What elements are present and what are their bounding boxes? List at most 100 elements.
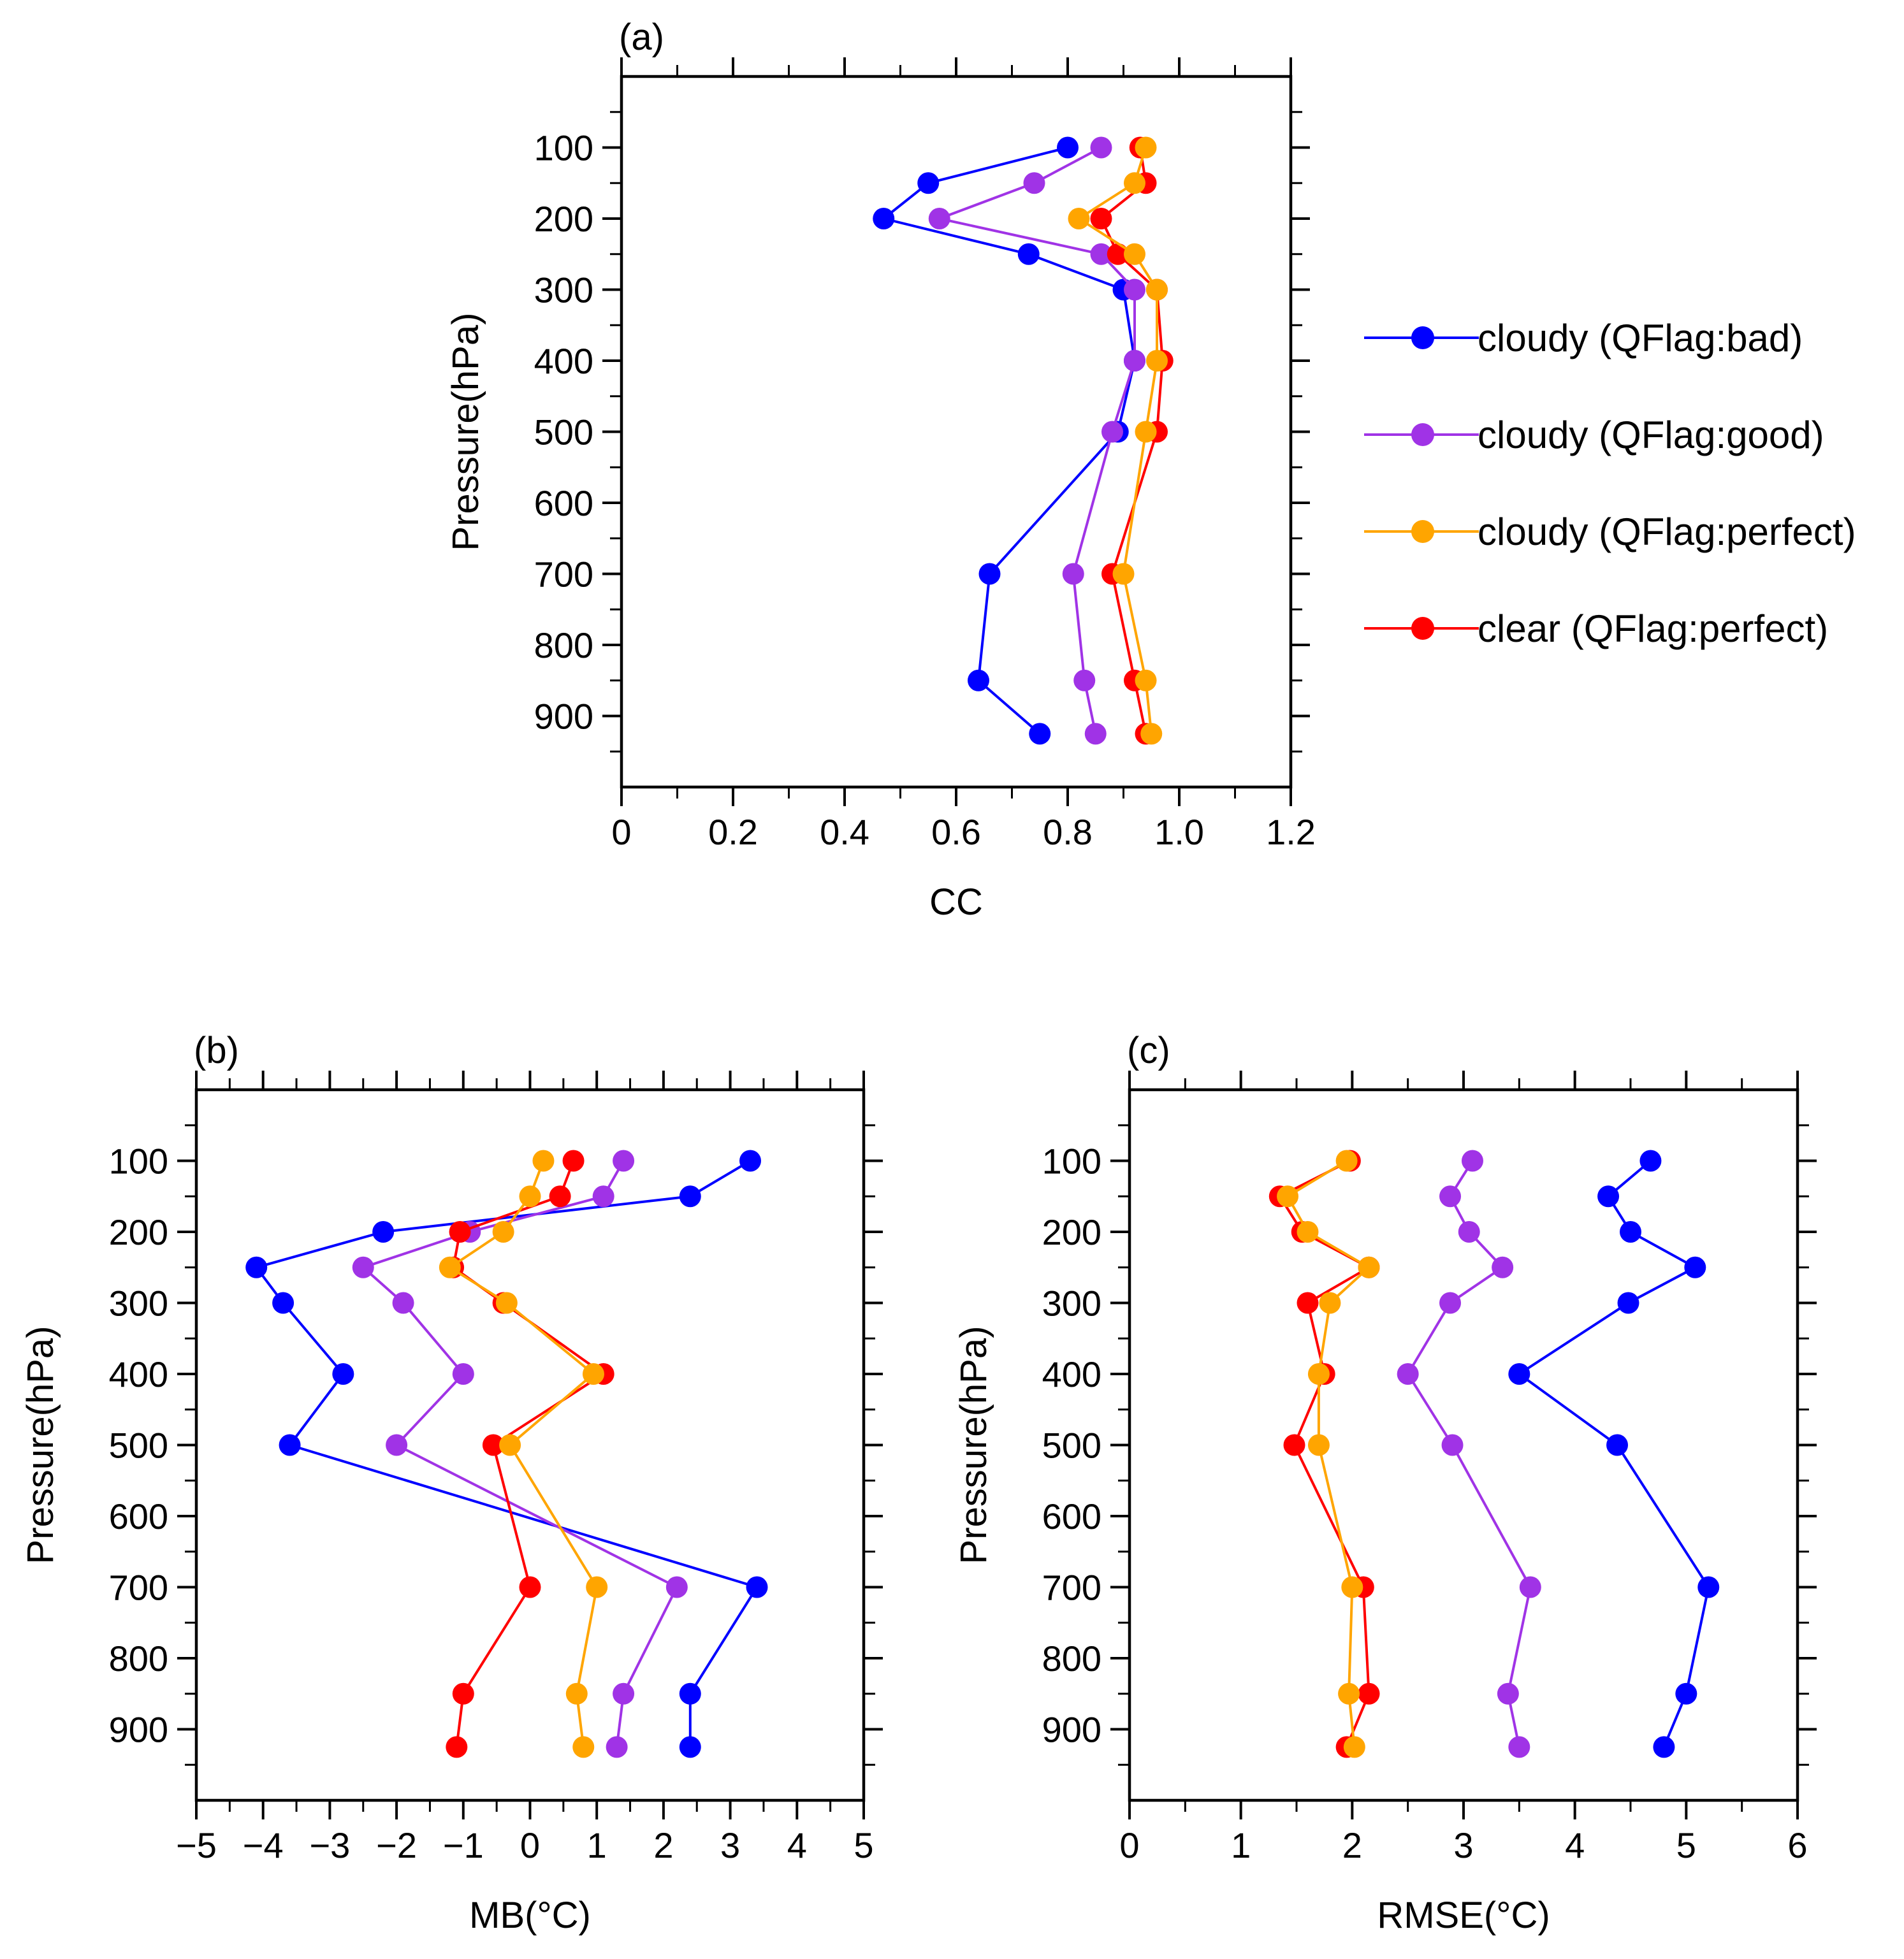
- y-tick-label-700: 700: [109, 1568, 168, 1608]
- y-tick-label-800: 800: [109, 1638, 168, 1679]
- data-point-250hpa: [1358, 1257, 1380, 1278]
- data-point-925hpa: [679, 1736, 701, 1758]
- data-point-150hpa: [520, 1185, 541, 1207]
- legend-marker: [1411, 617, 1434, 640]
- data-point-400hpa: [1308, 1363, 1330, 1385]
- y-tick-label-100: 100: [109, 1141, 168, 1182]
- data-point-100hpa: [613, 1150, 634, 1172]
- y-tick-label-900: 900: [1042, 1710, 1101, 1750]
- legend-item-cloudy-perfect: cloudy (QFlag:perfect): [1364, 510, 1856, 553]
- y-tick-label-300: 300: [1042, 1283, 1101, 1324]
- series-clear-perfect: [1091, 137, 1174, 745]
- data-point-150hpa: [1439, 1185, 1461, 1207]
- x-tick-label-1.0: 1.0: [1154, 812, 1204, 852]
- data-point-700hpa: [520, 1577, 541, 1598]
- x-tick-label-3: −3: [309, 1825, 350, 1865]
- y-tick-label-400: 400: [109, 1354, 168, 1394]
- data-point-925hpa: [606, 1736, 628, 1758]
- data-point-250hpa: [1492, 1257, 1513, 1278]
- data-point-200hpa: [1068, 208, 1090, 229]
- data-point-100hpa: [563, 1150, 585, 1172]
- x-tick-label-5: 5: [1676, 1825, 1696, 1865]
- y-tick-label-800: 800: [1042, 1638, 1101, 1679]
- data-point-850hpa: [1073, 670, 1095, 691]
- data-point-300hpa: [1618, 1292, 1639, 1314]
- y-tick-label-600: 600: [534, 483, 593, 523]
- legend-marker: [1411, 326, 1434, 349]
- data-point-850hpa: [566, 1683, 588, 1705]
- data-point-850hpa: [1358, 1683, 1380, 1705]
- series-cloudy-bad: [1508, 1150, 1719, 1758]
- data-point-500hpa: [1101, 421, 1123, 443]
- data-point-300hpa: [272, 1292, 294, 1314]
- y-tick-label-700: 700: [1042, 1568, 1101, 1608]
- data-point-925hpa: [1344, 1736, 1365, 1758]
- series-line-cloudy-good: [1408, 1161, 1530, 1747]
- data-point-700hpa: [1697, 1577, 1719, 1598]
- data-point-925hpa: [1140, 723, 1162, 744]
- x-axis-title: MB(°C): [469, 1895, 591, 1936]
- x-tick-label-3: 3: [720, 1825, 740, 1865]
- legend-marker: [1411, 520, 1434, 543]
- data-point-200hpa: [449, 1221, 471, 1243]
- panel-label: (b): [194, 1030, 239, 1071]
- y-tick-label-300: 300: [534, 270, 593, 310]
- data-point-300hpa: [1124, 279, 1145, 301]
- data-point-100hpa: [532, 1150, 554, 1172]
- data-point-250hpa: [1124, 243, 1145, 265]
- x-tick-label-5: 5: [854, 1825, 873, 1865]
- data-point-700hpa: [1520, 1577, 1541, 1598]
- data-point-850hpa: [679, 1683, 701, 1705]
- data-point-150hpa: [1124, 172, 1145, 194]
- data-point-300hpa: [496, 1292, 518, 1314]
- data-point-700hpa: [666, 1577, 688, 1598]
- data-point-150hpa: [1024, 172, 1045, 194]
- x-tick-label-0: 0: [1119, 1825, 1139, 1865]
- y-tick-label-500: 500: [109, 1426, 168, 1466]
- data-point-925hpa: [572, 1736, 594, 1758]
- data-point-400hpa: [1397, 1363, 1419, 1385]
- y-tick-label-300: 300: [109, 1283, 168, 1324]
- x-tick-label-6: 6: [1787, 1825, 1807, 1865]
- x-axis-title: CC: [929, 881, 983, 923]
- x-tick-label-1: 1: [587, 1825, 607, 1865]
- data-point-400hpa: [583, 1363, 604, 1385]
- y-tick-label-400: 400: [534, 341, 593, 381]
- series-line-cloudy-bad: [883, 148, 1135, 734]
- x-axis-title: RMSE(°C): [1377, 1895, 1550, 1936]
- x-tick-label-0.8: 0.8: [1043, 812, 1093, 852]
- y-axis-title: Pressure(hPa): [953, 1326, 994, 1565]
- data-point-200hpa: [493, 1221, 514, 1243]
- y-tick-label-200: 200: [109, 1212, 168, 1252]
- data-point-100hpa: [1336, 1150, 1358, 1172]
- panel-a-cc: 0 0.2 0.4 0.6 0.8 1.0 1.2 100 200 300 400 500 600 700…: [445, 17, 1316, 923]
- y-axis-title: Pressure(hPa): [445, 313, 486, 551]
- data-point-850hpa: [1135, 670, 1157, 691]
- data-point-400hpa: [1508, 1363, 1530, 1385]
- panel-b-mean-bias: −5 −4 −3 −2 −1 0 1 2 3 4 5100200300400500600700800…: [20, 1030, 883, 1936]
- x-tick-label-1: −1: [443, 1825, 484, 1865]
- x-tick-label-0.4: 0.4: [820, 812, 869, 852]
- data-point-400hpa: [1124, 350, 1145, 372]
- data-point-700hpa: [1063, 563, 1084, 585]
- x-tick-label-1.2: 1.2: [1266, 812, 1316, 852]
- legend-item-cloudy-bad: cloudy (QFlag:bad): [1364, 317, 1803, 359]
- data-point-100hpa: [1639, 1150, 1661, 1172]
- data-point-200hpa: [1297, 1221, 1318, 1243]
- data-point-200hpa: [372, 1221, 394, 1243]
- data-point-300hpa: [1146, 279, 1168, 301]
- data-point-200hpa: [873, 208, 894, 229]
- data-point-850hpa: [453, 1683, 474, 1705]
- y-tick-label-500: 500: [1042, 1426, 1101, 1466]
- data-point-500hpa: [499, 1435, 521, 1456]
- y-tick-label-700: 700: [534, 554, 593, 595]
- y-tick-label-400: 400: [1042, 1354, 1101, 1394]
- legend: cloudy (QFlag:bad)cloudy (QFlag:good)clo…: [1364, 317, 1856, 650]
- data-point-700hpa: [979, 563, 1001, 585]
- panel-label: (a): [619, 17, 664, 58]
- data-point-500hpa: [386, 1435, 407, 1456]
- legend-marker: [1411, 423, 1434, 446]
- y-tick-label-200: 200: [1042, 1212, 1101, 1252]
- series-line-cloudy-perfect: [450, 1161, 597, 1747]
- y-tick-label-900: 900: [534, 697, 593, 737]
